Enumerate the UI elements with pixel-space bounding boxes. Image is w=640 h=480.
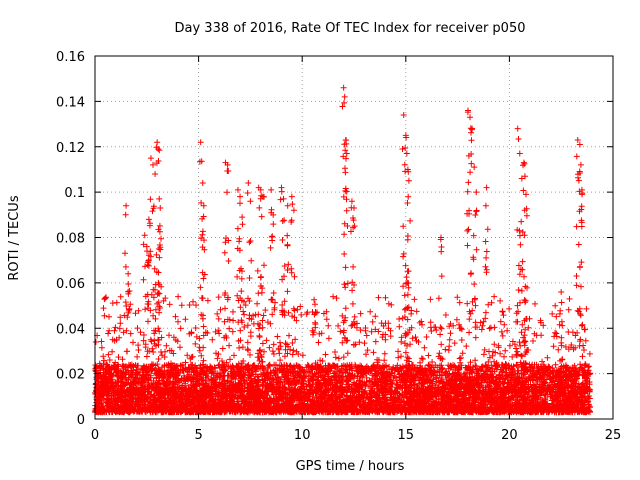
roti-spike-point [150, 161, 157, 168]
x-tick-label: 20 [501, 428, 518, 443]
roti-spike-point [155, 146, 162, 153]
roti-spike-point [467, 114, 474, 121]
roti-spike-point [199, 180, 206, 187]
roti-spike-point [152, 170, 159, 177]
roti-spike-point [141, 232, 148, 239]
y-tick-label: 0.1 [64, 186, 85, 201]
roti-spike-point [351, 205, 357, 212]
roti-spike-point [234, 186, 241, 193]
roti-spike-point [268, 186, 275, 193]
roti-spike-point [259, 193, 266, 200]
x-tick-label: 0 [91, 428, 99, 443]
roti-spike-point [522, 191, 529, 198]
roti-spike-point [578, 186, 585, 193]
roti-spike-point [290, 207, 297, 214]
roti-spike-point [516, 150, 523, 157]
roti-spike-point [403, 150, 410, 157]
x-tick-label: 5 [194, 428, 202, 443]
x-tick-label: 25 [605, 428, 622, 443]
roti-spike-point [147, 155, 154, 162]
roti-spike-point [125, 270, 132, 277]
roti-spike-point [224, 161, 231, 168]
roti-spike-point [340, 84, 347, 91]
roti-spike-point [288, 193, 295, 200]
x-tick-label: 15 [398, 428, 415, 443]
roti-point-cloud [92, 99, 594, 416]
roti-spike-point [239, 214, 246, 221]
roti-spike-point [197, 139, 204, 146]
roti-spike-point [257, 186, 264, 193]
roti-spike-point [473, 189, 480, 196]
chart-title: Day 338 of 2016, Rate Of TEC Index for r… [175, 21, 526, 36]
roti-spike-point [402, 132, 409, 139]
data-points [92, 84, 594, 416]
roti-spike-point [280, 195, 287, 202]
roti-spike-point [156, 195, 163, 202]
roti-spike-point [483, 184, 490, 191]
grid-lines [95, 56, 613, 419]
roti-spike-point [143, 243, 150, 250]
roti-spike-point [341, 93, 348, 100]
roti-spike-point [123, 202, 130, 209]
roti-spike-point [438, 234, 445, 241]
roti-spike-point [404, 166, 411, 173]
roti-spike-point [514, 125, 521, 132]
x-axis-title: GPS time / hours [296, 459, 405, 474]
roti-spike-point [348, 198, 355, 205]
roti-spike-point [520, 159, 527, 166]
y-tick-label: 0.04 [56, 322, 85, 337]
roti-spike-point [521, 173, 528, 180]
roti-spike-point [278, 184, 285, 191]
y-tick-label: 0.14 [56, 95, 85, 110]
roti-spike-point [464, 107, 471, 114]
roti-spike-point [342, 136, 349, 143]
y-tick-label: 0.08 [56, 232, 85, 247]
roti-spike-point [471, 164, 478, 171]
roti-spike-point [284, 202, 291, 209]
roti-spike-point [469, 125, 476, 132]
y-tick-label: 0.06 [56, 277, 85, 292]
roti-spike-point [145, 216, 152, 223]
roti-spike-point [343, 150, 350, 157]
y-tick-labels: 0 0.02 0.04 0.06 0.08 0.1 0.12 0.14 0.16 [56, 50, 85, 428]
axis-ticks [94, 55, 614, 420]
roti-spike-point [154, 139, 161, 146]
roti-spike-point [518, 175, 525, 182]
y-tick-label: 0.12 [56, 141, 85, 156]
roti-spike-point [237, 193, 244, 200]
y-tick-label: 0.16 [56, 50, 85, 65]
roti-spike-point [558, 288, 565, 295]
y-axis-title: ROTI / TECUs [7, 195, 22, 280]
x-tick-label: 10 [294, 428, 311, 443]
roti-spike-point [157, 205, 164, 212]
x-tick-labels: 0 5 10 15 20 25 [91, 428, 621, 443]
roti-spike-point [200, 202, 207, 209]
roti-spike-point [270, 211, 277, 218]
y-tick-label: 0.02 [56, 368, 85, 383]
roti-spike-point [247, 198, 254, 205]
roti-spike-point [245, 180, 252, 187]
roti-spike-point [577, 161, 584, 168]
roti-spike-point [405, 177, 412, 184]
roti-spike-point [574, 136, 581, 143]
roti-spike-point [576, 141, 583, 148]
roti-spike-point [400, 111, 407, 118]
y-tick-label: 0 [77, 413, 85, 428]
